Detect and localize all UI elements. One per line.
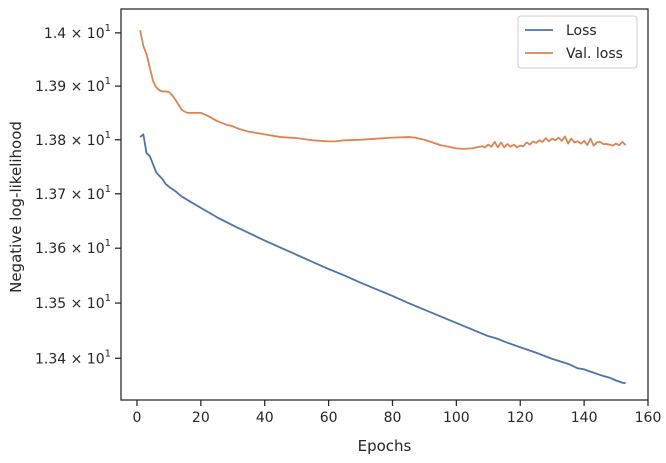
y-tick-label: 1.4 × 101 xyxy=(44,23,111,42)
legend: Loss Val. loss xyxy=(517,15,638,69)
y-tick-label: 1.39 × 101 xyxy=(35,76,111,95)
x-tick-label: 0 xyxy=(133,410,142,426)
y-tick-label: 1.37 × 101 xyxy=(35,184,111,203)
x-tick-label: 120 xyxy=(507,410,534,426)
x-tick-label: 160 xyxy=(635,410,662,426)
x-tick-label: 100 xyxy=(443,410,470,426)
x-axis: 0 20 40 60 80 100 120 140 160 xyxy=(133,400,662,426)
plot-frame xyxy=(120,8,649,401)
x-axis-label: Epochs xyxy=(358,437,412,455)
y-tick-label: 1.36 × 101 xyxy=(35,238,111,257)
y-tick-label: 1.34 × 101 xyxy=(35,348,111,367)
x-tick-label: 20 xyxy=(192,410,210,426)
series-line-val-loss xyxy=(139,30,627,150)
x-tick-label: 40 xyxy=(256,410,274,426)
y-tick-label: 1.38 × 101 xyxy=(35,130,111,149)
y-axis: 1.34 × 101 1.35 × 101 1.36 × 101 1.37 × 101… xyxy=(35,23,121,367)
series-line-loss xyxy=(139,133,626,385)
y-axis-label: Negative log-likelihood xyxy=(7,121,25,293)
series-layer xyxy=(139,30,627,385)
legend-label-val-loss: Val. loss xyxy=(566,46,623,62)
x-tick-label: 60 xyxy=(320,410,338,426)
legend-box xyxy=(517,15,638,69)
y-tick-label: 1.35 × 101 xyxy=(35,293,111,312)
legend-label-loss: Loss xyxy=(566,23,597,39)
plot-area xyxy=(121,9,648,400)
x-tick-label: 80 xyxy=(384,410,402,426)
x-tick-label: 140 xyxy=(571,410,598,426)
